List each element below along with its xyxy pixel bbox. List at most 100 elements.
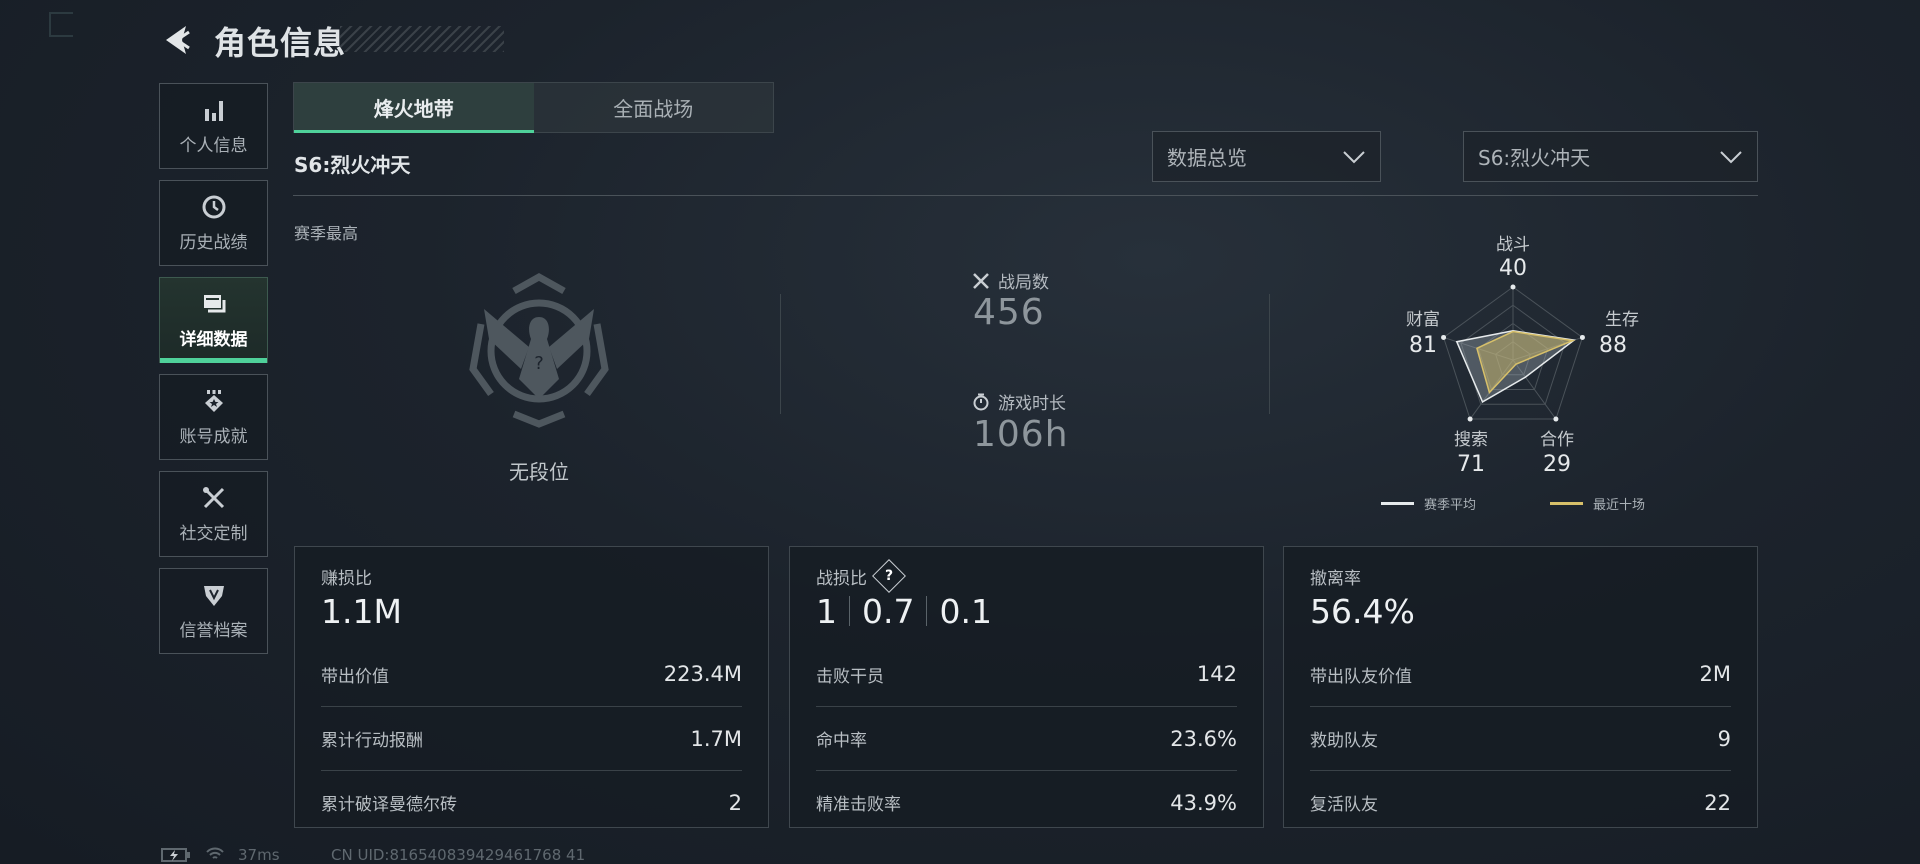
- stat-value: 142: [1196, 662, 1237, 686]
- radar-grid-ring: [1495, 341, 1531, 376]
- crossed-swords-icon: [973, 272, 989, 289]
- stat-value: 223.4M: [663, 662, 742, 686]
- title-hatch-decoration: [340, 26, 504, 52]
- radar-value-survival: 88: [1599, 333, 1627, 358]
- sidebar-item-label: 历史战绩: [179, 232, 248, 253]
- back-arrow-icon[interactable]: [160, 22, 196, 58]
- view-dropdown[interactable]: 数据总览: [1152, 131, 1381, 182]
- radar-value-teamwork: 29: [1543, 452, 1571, 477]
- stat-label: 累计行动报酬: [321, 731, 423, 751]
- legend-recent-ten: 最近十场: [1550, 494, 1645, 513]
- stat-value: 9: [1717, 726, 1731, 751]
- rank-emblem-icon: ?: [469, 272, 609, 428]
- sidebar-item-achievements[interactable]: 账号成就: [159, 374, 268, 460]
- sidebar-item-label: 详细数据: [179, 329, 248, 350]
- legend-season-average: 赛季平均: [1381, 494, 1476, 513]
- legend-swatch: [1550, 502, 1583, 505]
- radar-vertex-dot: [1467, 416, 1473, 422]
- help-icon[interactable]: ?: [872, 559, 906, 593]
- sidebar-item-credit[interactable]: 信誉档案: [159, 568, 268, 654]
- stat-row: 累计破译曼德尔砖 2: [321, 770, 742, 834]
- sidebar-item-label: 信誉档案: [179, 620, 248, 641]
- radar-vertex-dot: [1553, 416, 1559, 422]
- stat-row: 击败干员 142: [816, 642, 1237, 706]
- divider: [780, 294, 781, 414]
- card-title: 战损比?: [816, 559, 1237, 593]
- uid-text: CN UID:816540839429461768 41: [331, 846, 586, 864]
- radar-label-survival: 生存: [1605, 310, 1639, 330]
- stat-value: 43.9%: [1170, 790, 1237, 815]
- matches-value: 456: [973, 292, 1045, 333]
- radar-label-combat: 战斗: [1496, 235, 1530, 255]
- radar-label-search: 搜索: [1454, 430, 1488, 450]
- rank-value: 无段位: [509, 460, 569, 484]
- stat-row: 累计行动报酬 1.7M: [321, 706, 742, 770]
- radar-value-combat: 40: [1499, 256, 1527, 281]
- radar-series-recent-ten: [1476, 330, 1576, 394]
- stat-label: 带出价值: [321, 666, 389, 687]
- wifi-icon: [206, 847, 224, 859]
- sidebar-item-history[interactable]: 历史战绩: [159, 180, 268, 266]
- radar-value-search: 71: [1457, 452, 1485, 477]
- tab-hazard-zone[interactable]: 烽火地带: [294, 83, 534, 133]
- corner-bracket-icon: [49, 12, 73, 37]
- battery-icon: [161, 848, 190, 862]
- matches-label-text: 战局数: [998, 273, 1049, 293]
- card-main-value: 56.4%: [1310, 591, 1415, 631]
- radar-vertex-dot: [1579, 334, 1585, 340]
- stat-label: 救助队友: [1310, 731, 1378, 751]
- radar-value-wealth: 81: [1409, 333, 1437, 358]
- bar-chart-icon: [204, 100, 223, 121]
- profit-card: 赚损比 1.1M 带出价值 223.4M 累计行动报酬 1.7M 累计破译曼德尔砖 2: [294, 546, 769, 828]
- kd-card: 战损比? 1 0.7 0.1 击败干员 142 命中率 23.6% 精准击败率 43.9%: [789, 546, 1264, 828]
- medal-icon: [204, 389, 223, 412]
- radar-label-wealth: 财富: [1406, 310, 1440, 330]
- stat-label: 命中率: [816, 731, 867, 751]
- radar-vertex-dot: [1510, 284, 1516, 290]
- playtime-label-text: 游戏时长: [998, 394, 1066, 414]
- folders-icon: [203, 294, 225, 312]
- kd-value-1: 1: [816, 591, 837, 631]
- radar-axis-line: [1443, 336, 1514, 361]
- rank-label: 赛季最高: [294, 224, 359, 243]
- legend-label: 最近十场: [1593, 498, 1646, 513]
- divider: [293, 195, 1758, 196]
- radar-axis-line: [1512, 359, 1557, 420]
- sidebar-item-label: 社交定制: [179, 523, 248, 544]
- mode-tabs: 烽火地带 全面战场: [293, 82, 774, 133]
- stat-row: 带出队友价值 2M: [1310, 642, 1731, 706]
- chevron-down-icon: [1343, 150, 1365, 163]
- view-dropdown-value: 数据总览: [1167, 146, 1247, 170]
- help-icon-glyph: ?: [884, 568, 894, 584]
- stat-row: 精准击败率 43.9%: [816, 770, 1237, 834]
- clock-icon: [202, 195, 225, 218]
- sidebar-item-detailed-data[interactable]: 详细数据: [159, 277, 268, 363]
- playtime-value: 106h: [973, 414, 1069, 455]
- stat-value: 2: [728, 790, 742, 815]
- sidebar-item-label: 个人信息: [179, 135, 248, 156]
- radar-grid-ring: [1442, 286, 1584, 420]
- stat-label: 带出队友价值: [1310, 666, 1412, 687]
- tab-full-battlefield[interactable]: 全面战场: [613, 97, 694, 121]
- season-title: S6:烈火冲天: [294, 153, 411, 177]
- stat-value: 23.6%: [1170, 726, 1237, 751]
- sidebar-item-social[interactable]: 社交定制: [159, 471, 268, 557]
- stat-label: 击败干员: [816, 666, 884, 687]
- season-dropdown[interactable]: S6:烈火冲天: [1463, 131, 1758, 182]
- kd-value-3: 0.1: [939, 591, 992, 631]
- card-title: 赚损比: [321, 568, 372, 589]
- chevron-down-icon: [1720, 150, 1742, 163]
- card-main-value: 1 0.7 0.1: [816, 590, 1237, 632]
- sidebar-item-label: 账号成就: [179, 426, 248, 447]
- legend-label: 赛季平均: [1424, 498, 1477, 513]
- radar-chart: [1441, 284, 1585, 422]
- stat-value: 22: [1704, 790, 1731, 815]
- stat-value: 1.7M: [690, 726, 742, 751]
- divider: [1269, 294, 1270, 414]
- card-title-text: 战损比: [816, 568, 867, 589]
- sidebar-item-personal-info[interactable]: 个人信息: [159, 83, 268, 169]
- stat-row: 带出价值 223.4M: [321, 642, 742, 706]
- extraction-card: 撤离率 56.4% 带出队友价值 2M 救助队友 9 复活队友 22: [1283, 546, 1758, 828]
- svg-text:?: ?: [534, 353, 544, 374]
- radar-vertex-dot: [1441, 334, 1447, 340]
